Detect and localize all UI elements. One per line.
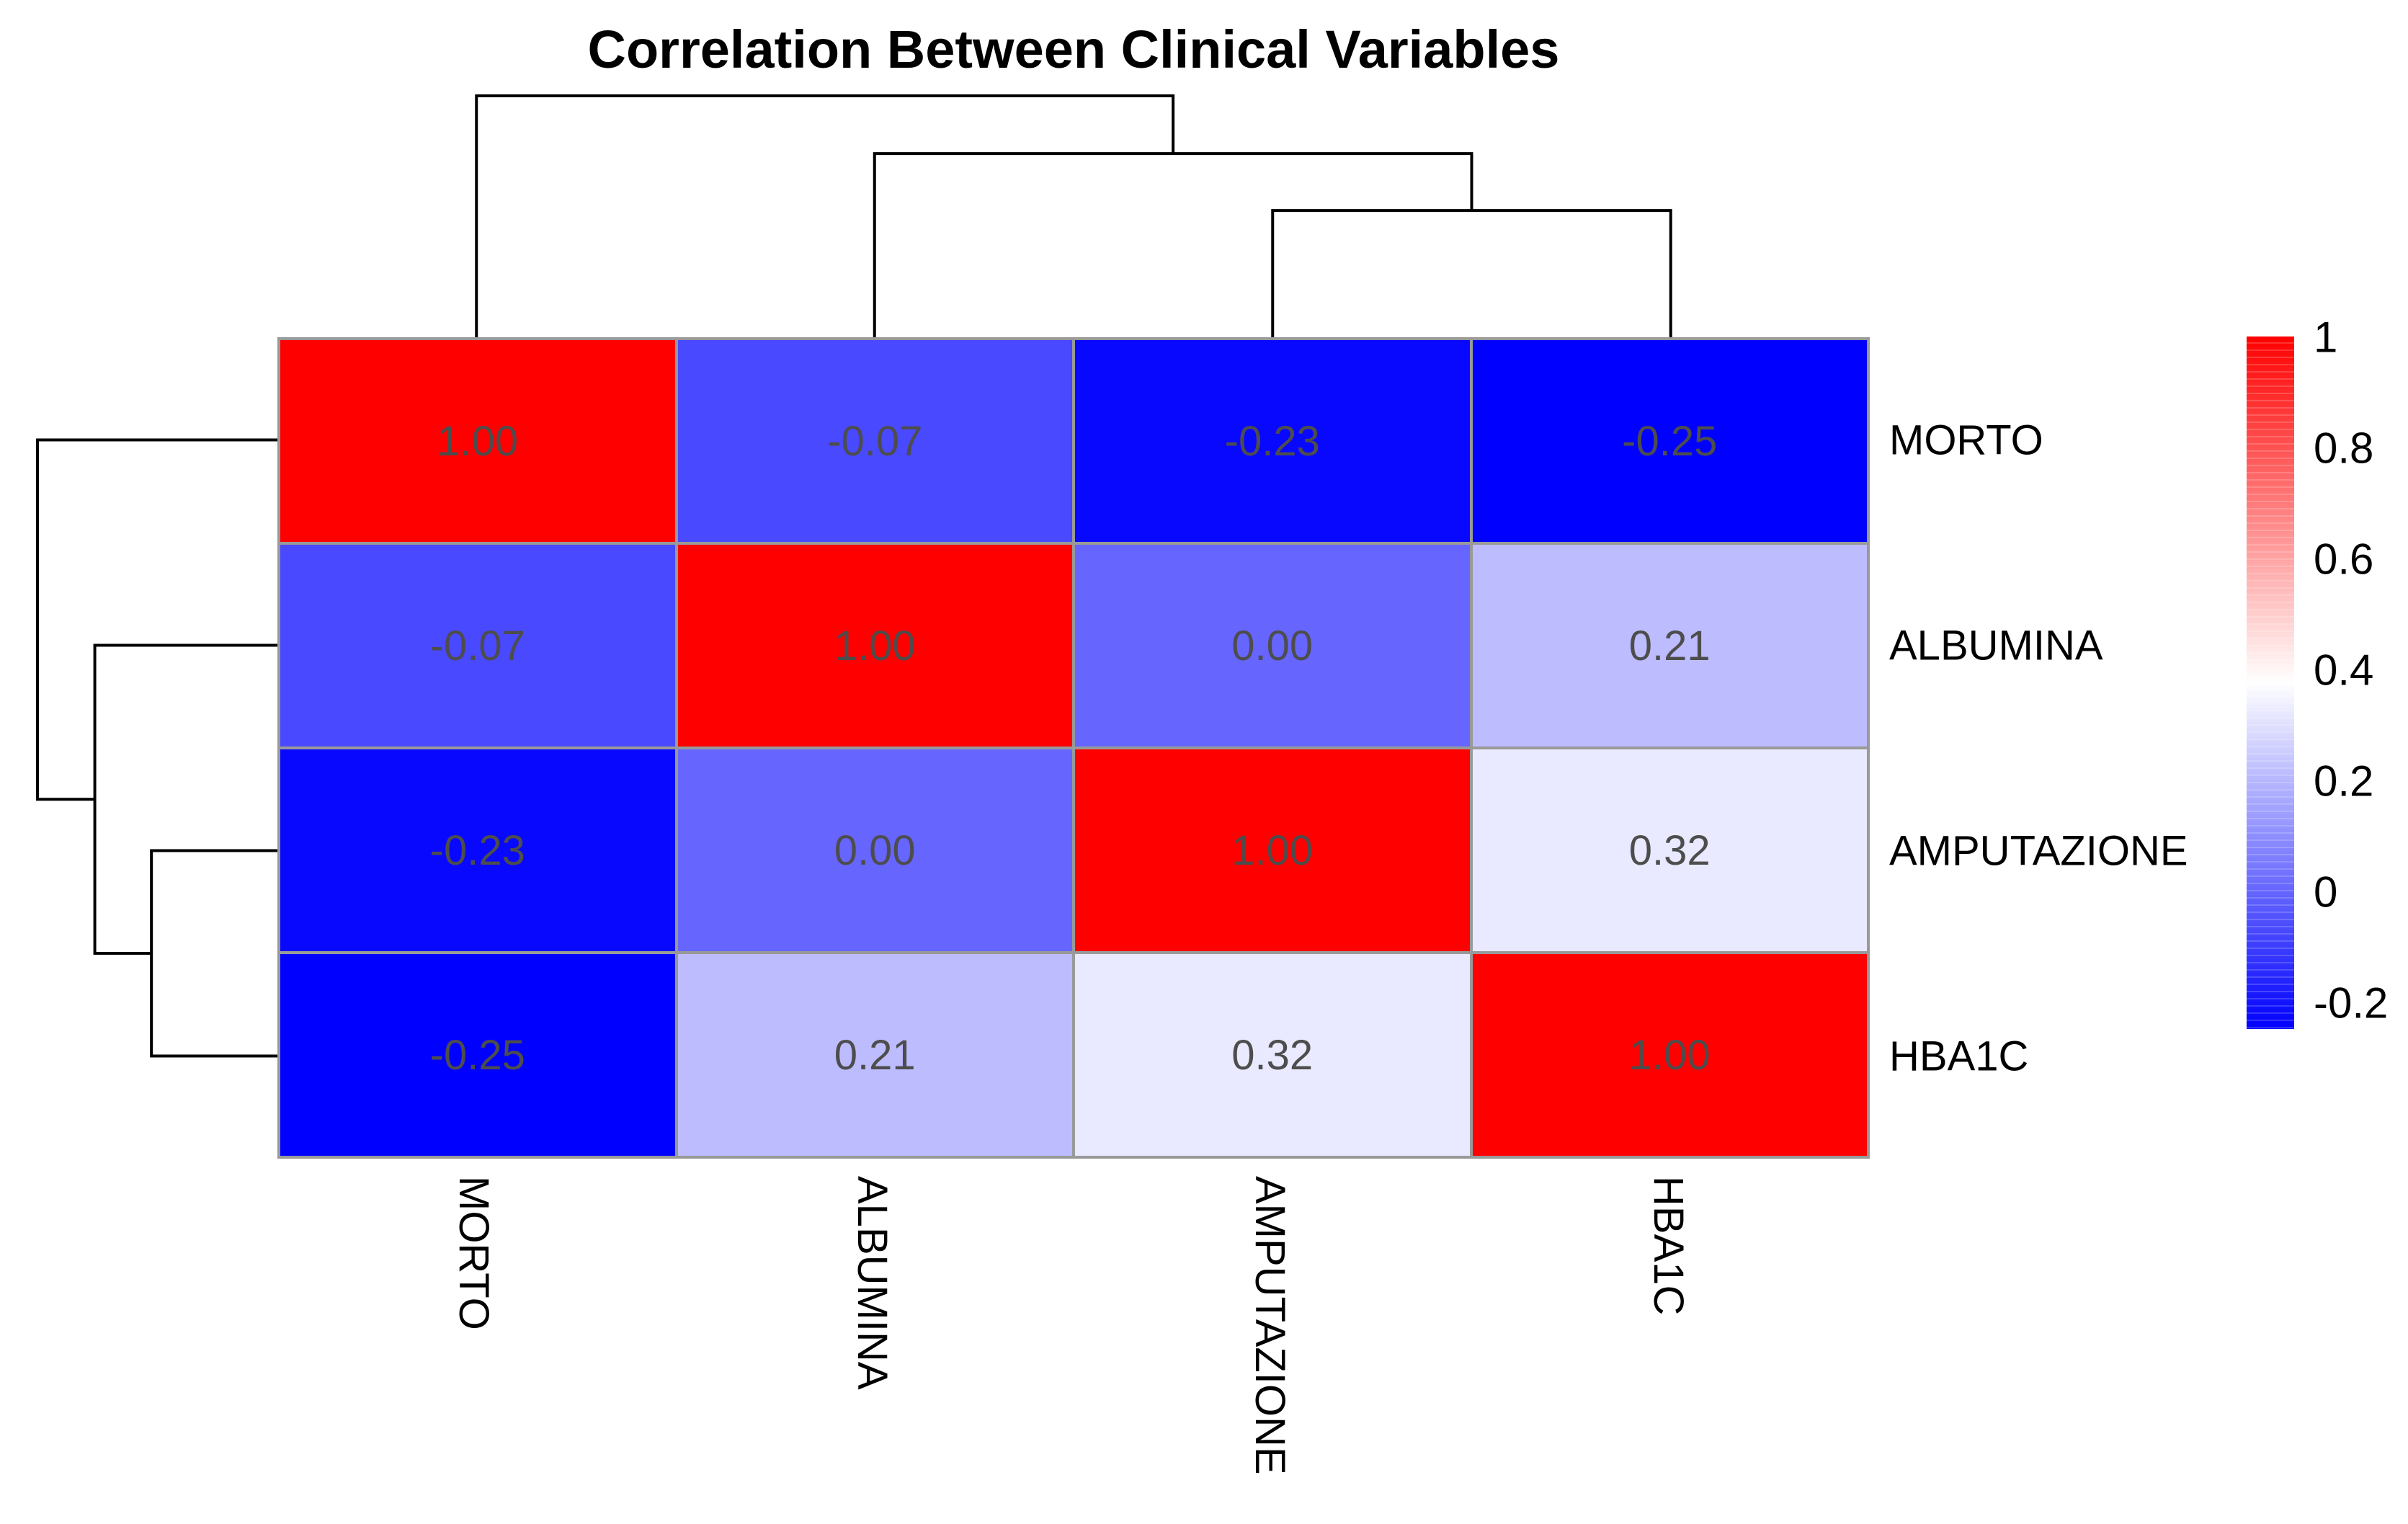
heatmap-cell-MORTO-AMPUTAZIONE: -0.23 <box>1075 340 1470 542</box>
heatmap-cell-MORTO-ALBUMINA: -0.07 <box>677 340 1072 542</box>
heatmap-cell-ALBUMINA-AMPUTAZIONE: 0.00 <box>1075 545 1470 747</box>
heatmap-cell-AMPUTAZIONE-AMPUTAZIONE: 1.00 <box>1075 749 1470 951</box>
legend-tick-0.8: 0.8 <box>2314 424 2374 473</box>
row-label-AMPUTAZIONE: AMPUTAZIONE <box>1889 827 2188 874</box>
column-label-HBA1C: HBA1C <box>1644 1176 1692 1316</box>
row-dendrogram <box>36 438 279 1058</box>
row-label-HBA1C: HBA1C <box>1889 1033 2029 1079</box>
correlation-heatmap: 1.00 -0.07 -0.23 -0.25 -0.07 1.00 0.00 0.21 -0.2… <box>277 337 1870 1159</box>
column-label-AMPUTAZIONE: AMPUTAZIONE <box>1247 1176 1294 1475</box>
row-label-ALBUMINA: ALBUMINA <box>1889 622 2103 669</box>
heatmap-cell-MORTO-HBA1C: -0.25 <box>1472 340 1867 542</box>
legend-tick-1: 1 <box>2314 313 2338 362</box>
heatmap-cell-MORTO-MORTO: 1.00 <box>280 340 675 542</box>
column-dendrogram <box>475 94 1672 339</box>
heatmap-cell-AMPUTAZIONE-ALBUMINA: 0.00 <box>677 749 1072 951</box>
row-label-MORTO: MORTO <box>1889 416 2043 463</box>
legend-tick-0.6: 0.6 <box>2314 535 2374 584</box>
legend-tick-0.2: 0.2 <box>2314 757 2374 806</box>
heatmap-cell-HBA1C-AMPUTAZIONE: 0.32 <box>1075 954 1470 1156</box>
heatmap-cell-ALBUMINA-ALBUMINA: 1.00 <box>677 545 1072 747</box>
heatmap-cell-AMPUTAZIONE-MORTO: -0.23 <box>280 749 675 951</box>
legend-tick-0.4: 0.4 <box>2314 646 2374 695</box>
legend-tick-0: 0 <box>2314 868 2338 917</box>
chart-title: Correlation Between Clinical Variables <box>587 19 1560 79</box>
heatmap-cell-HBA1C-HBA1C: 1.00 <box>1472 954 1867 1156</box>
heatmap-cell-ALBUMINA-HBA1C: 0.21 <box>1472 545 1867 747</box>
color-legend-bar <box>2247 337 2294 1029</box>
row-dendrogram-path <box>36 438 279 1058</box>
heatmap-cell-HBA1C-MORTO: -0.25 <box>280 954 675 1156</box>
heatmap-cell-ALBUMINA-MORTO: -0.07 <box>280 545 675 747</box>
heatmap-cell-HBA1C-ALBUMINA: 0.21 <box>677 954 1072 1156</box>
column-label-MORTO: MORTO <box>450 1176 498 1330</box>
column-label-ALBUMINA: ALBUMINA <box>848 1176 896 1390</box>
column-dendrogram-path <box>475 94 1672 339</box>
legend-tick--0.2: -0.2 <box>2314 979 2389 1028</box>
heatmap-cell-AMPUTAZIONE-HBA1C: 0.32 <box>1472 749 1867 951</box>
